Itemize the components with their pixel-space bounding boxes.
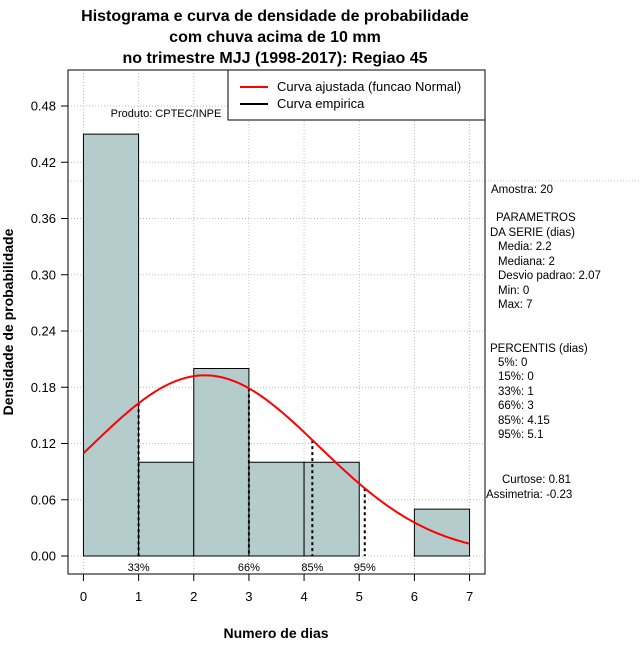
y-axis: 0.00 0.06 0.12 0.18 0.24 0.30 0.36 0.42 0.48: [31, 99, 69, 564]
stat-min: Min: 0: [498, 285, 529, 297]
percentile-label: 85%: [301, 562, 323, 574]
chart-title-line-2: com chuva acima de 10 mm: [169, 29, 381, 46]
x-axis-label: Numero de dias: [223, 625, 328, 641]
chart-title-line-3: no trimestre MJJ (1998-2017): Regiao 45: [122, 50, 427, 67]
stat-max: Max: 7: [498, 299, 533, 311]
legend-box: [227, 69, 486, 121]
y-tick-label: 0.24: [31, 324, 56, 339]
y-tick-label: 0.12: [31, 436, 56, 451]
stats-panel: Amostra: 20 PARAMETROS DA SERIE (dias) M…: [486, 184, 601, 501]
percentil-5: 5%: 0: [498, 357, 527, 369]
percentil-66: 66%: 3: [498, 400, 534, 412]
percentile-label: 33%: [128, 562, 150, 574]
y-tick-label: 0.30: [31, 267, 56, 282]
stat-media: Media: 2.2: [498, 241, 552, 253]
histogram-bar: [193, 368, 250, 557]
legend-normal-label: Curva ajustada (funcao Normal): [277, 79, 461, 94]
percentil-15: 15%: 0: [498, 371, 534, 383]
y-tick-label: 0.48: [31, 99, 56, 114]
x-tick-label: 7: [466, 589, 473, 604]
x-tick-label: 4: [300, 589, 307, 604]
x-axis: 0 1 2 3 4 5 6 7: [80, 573, 473, 604]
x-tick-label: 1: [135, 589, 142, 604]
y-axis-label: Densidade de probabilidade: [0, 228, 16, 415]
bars-layer: [82, 133, 471, 557]
sample-size: Amostra: 20: [491, 184, 553, 196]
histogram-bar: [138, 461, 195, 557]
x-tick-label: 5: [356, 589, 363, 604]
percentil-33: 33%: 1: [498, 386, 534, 398]
percentil-85: 85%: 4.15: [498, 415, 550, 427]
percentis-header: PERCENTIS (dias): [490, 343, 588, 355]
y-tick-label: 0.00: [31, 549, 56, 564]
histogram-bar: [248, 461, 305, 557]
chart-title-line-1: Histograma e curva de densidade de proba…: [81, 8, 469, 25]
y-tick-label: 0.36: [31, 211, 56, 226]
percentile-label: 95%: [354, 562, 376, 574]
normal-curve: [82, 374, 470, 545]
stat-desvio: Desvio padrao: 2.07: [498, 270, 601, 282]
params-header-1: PARAMETROS: [496, 212, 576, 224]
percentile-label: 66%: [238, 562, 260, 574]
x-tick-label: 0: [80, 589, 87, 604]
histogram-bar: [82, 133, 140, 557]
percentile-layer: 33% 66% 85% 95%: [128, 388, 376, 574]
stat-curtose: Curtose: 0.81: [502, 474, 571, 486]
histogram-bar: [413, 508, 471, 557]
legend: Curva ajustada (funcao Normal) Curva emp…: [227, 69, 486, 121]
stat-assimetria: Assimetria: -0.23: [486, 489, 572, 501]
params-header-2: DA SERIE (dias): [490, 227, 575, 239]
percentil-95: 95%: 5.1: [498, 429, 543, 441]
legend-empirical-label: Curva empirica: [277, 96, 365, 111]
y-tick-label: 0.06: [31, 492, 56, 507]
y-tick-label: 0.42: [31, 155, 56, 170]
curves-layer: [82, 374, 470, 545]
credit-text: Produto: CPTEC/INPE: [111, 108, 222, 120]
x-tick-label: 2: [190, 589, 197, 604]
x-tick-label: 6: [411, 589, 418, 604]
stat-mediana: Mediana: 2: [498, 256, 555, 268]
y-tick-label: 0.18: [31, 380, 56, 395]
x-tick-label: 3: [245, 589, 252, 604]
